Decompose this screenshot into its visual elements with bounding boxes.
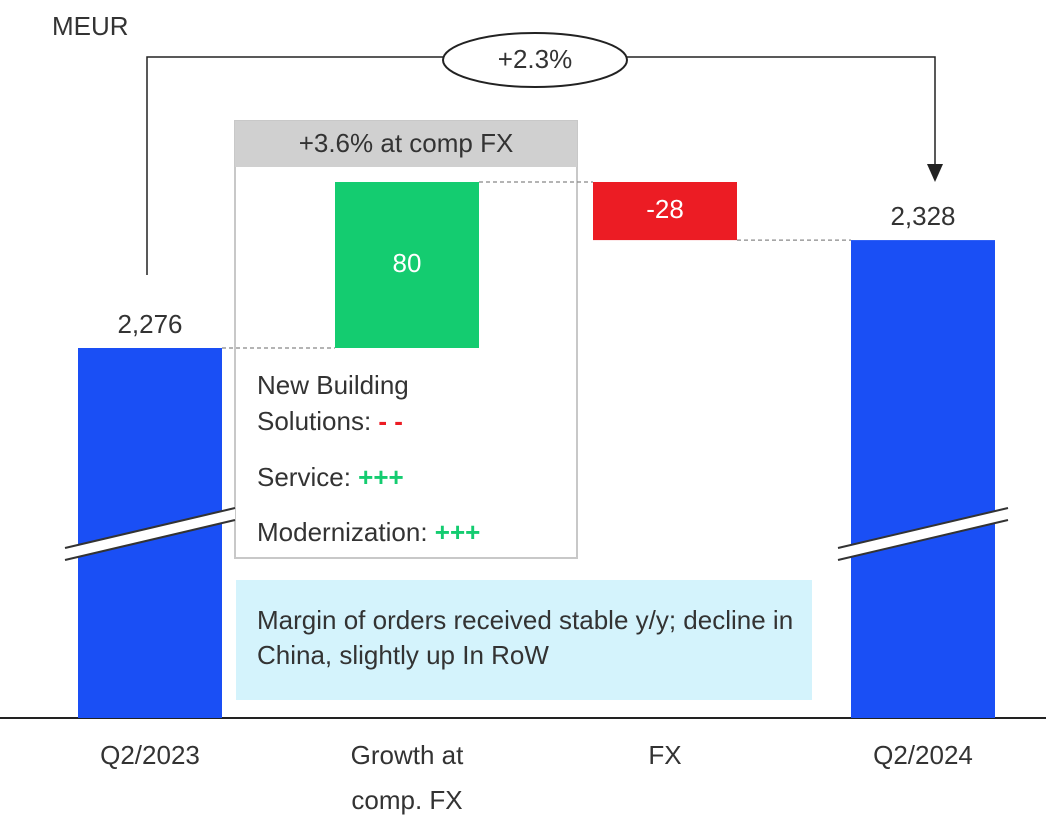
growth-box-header [235, 121, 577, 167]
bars: 2,276 80 -28 2,328 [78, 181, 995, 718]
growth-item-label: Service: [257, 462, 351, 492]
value-label: 2,276 [117, 309, 182, 339]
note-box [236, 580, 812, 700]
unit-label: MEUR [52, 11, 129, 41]
arrow-head [927, 164, 943, 182]
bar [851, 240, 995, 718]
growth-item-label: Modernization: [257, 517, 428, 547]
value-label: -28 [646, 194, 684, 224]
value-label: 2,328 [890, 201, 955, 231]
x-tick-label: FX [648, 740, 682, 770]
growth-box-title: +3.6% at comp FX [299, 128, 514, 158]
bar [593, 182, 737, 241]
change-ellipse [442, 32, 628, 88]
change-label: +2.3% [498, 44, 572, 74]
x-tick-label: Growth at comp. FX [350, 740, 464, 815]
growth-item-sign: +++ [434, 517, 481, 547]
growth-item-sign: +++ [358, 462, 404, 492]
growth-item: New Building Solutions: - - [257, 367, 477, 439]
growth-item: Modernization: +++ [257, 514, 577, 550]
value-label: 80 [393, 248, 422, 278]
x-tick-label: Q2/2024 [873, 740, 973, 770]
growth-item-label: New Building Solutions: [257, 370, 409, 436]
x-tick-label: Q2/2023 [100, 740, 200, 770]
note-text: Margin of orders received stable y/y; de… [257, 605, 794, 670]
bar [335, 182, 479, 348]
growth-item: Service: +++ [257, 459, 577, 495]
axis-break [64, 507, 1009, 561]
growth-item-sign: - - [378, 406, 403, 436]
